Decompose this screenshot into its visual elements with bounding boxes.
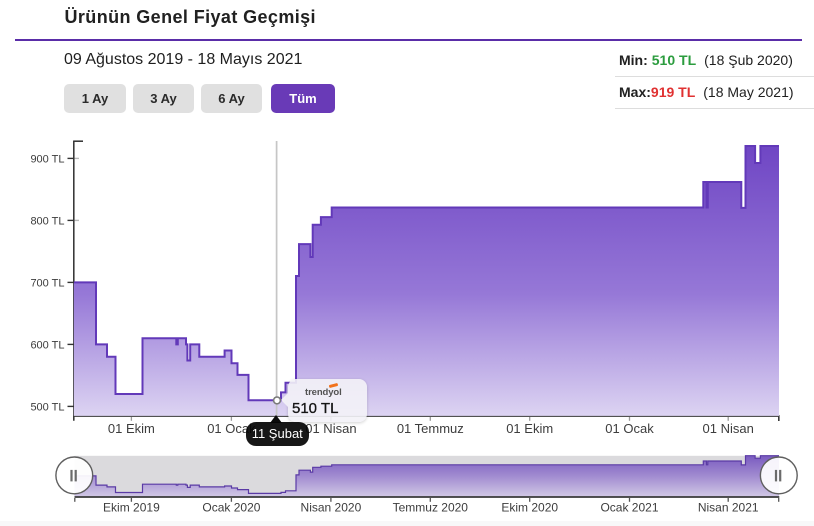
svg-text:Temmuz 2020: Temmuz 2020: [393, 501, 469, 515]
svg-text:01 Nisan: 01 Nisan: [703, 421, 754, 436]
svg-text:Nisan 2020: Nisan 2020: [301, 501, 362, 515]
svg-text:01 Ocak: 01 Ocak: [207, 421, 256, 436]
svg-text:500 TL: 500 TL: [30, 401, 64, 413]
svg-text:700 TL: 700 TL: [30, 277, 64, 289]
svg-text:Ocak 2020: Ocak 2020: [202, 501, 260, 515]
svg-text:01 Ekim: 01 Ekim: [108, 421, 155, 436]
svg-text:Ekim 2019: Ekim 2019: [103, 501, 160, 515]
svg-text:01 Nisan: 01 Nisan: [305, 421, 356, 436]
svg-text:01 Temmuz: 01 Temmuz: [397, 421, 464, 436]
svg-text:Ekim 2020: Ekim 2020: [501, 501, 558, 515]
svg-text:Ocak 2021: Ocak 2021: [600, 501, 658, 515]
svg-text:01 Ocak: 01 Ocak: [605, 421, 654, 436]
svg-text:01 Ekim: 01 Ekim: [506, 421, 553, 436]
svg-text:600 TL: 600 TL: [30, 339, 64, 351]
svg-text:800 TL: 800 TL: [30, 215, 64, 227]
svg-text:900 TL: 900 TL: [30, 153, 64, 165]
svg-text:Nisan 2021: Nisan 2021: [698, 501, 759, 515]
